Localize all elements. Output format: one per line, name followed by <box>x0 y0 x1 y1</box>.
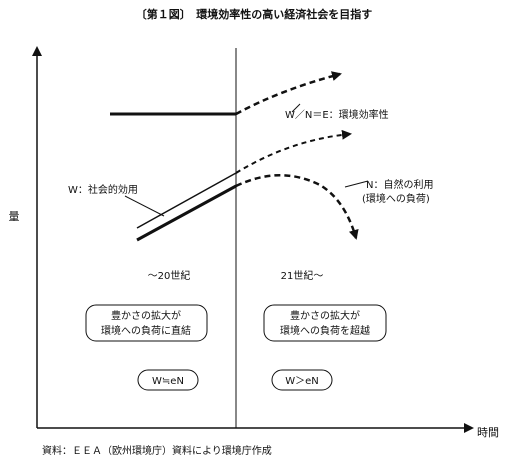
diagram-title: 〔第１図〕 環境効率性の高い経済社会を目指す <box>136 7 373 21</box>
x-axis-label: 時間 <box>477 426 499 439</box>
efficiency-label: W／N＝E：環境効率性 <box>285 108 389 121</box>
right-formula-pill <box>271 369 333 391</box>
nature-line-dashed <box>235 174 359 240</box>
left-summary-line2: 環境への負荷に直結 <box>101 324 191 337</box>
source-note: 資料：ＥＥＡ（欧州環境庁）資料により環境庁作成 <box>42 444 272 457</box>
y-axis-label: 量 <box>9 210 20 223</box>
efficiency-line-dashed <box>235 71 342 116</box>
nature-line-solid <box>136 184 237 242</box>
welfare-label: W：社会的効用 <box>68 183 138 196</box>
nature-label-line1: N：自然の利用 <box>366 178 433 191</box>
left-summary-line1: 豊かさの拡大が <box>111 309 181 322</box>
era-label-20th: 〜20世紀 <box>148 269 191 282</box>
nature-leader <box>344 180 369 188</box>
welfare-line-dashed <box>235 129 352 174</box>
welfare-line-solid <box>136 172 237 229</box>
left-summary-box <box>85 304 208 342</box>
era-label-21st: 21世紀〜 <box>281 269 324 282</box>
welfare-leader <box>124 195 165 217</box>
efficiency-leader <box>291 103 301 113</box>
left-formula: W≒eN <box>152 376 184 387</box>
nature-label-line2: (環境への負荷) <box>362 192 430 205</box>
right-summary-box <box>263 304 387 342</box>
right-formula: W＞eN <box>285 376 319 387</box>
right-summary-line2: 環境への負荷を超越 <box>280 324 370 337</box>
left-formula-pill <box>137 369 199 391</box>
right-summary-line1: 豊かさの拡大が <box>290 309 360 322</box>
